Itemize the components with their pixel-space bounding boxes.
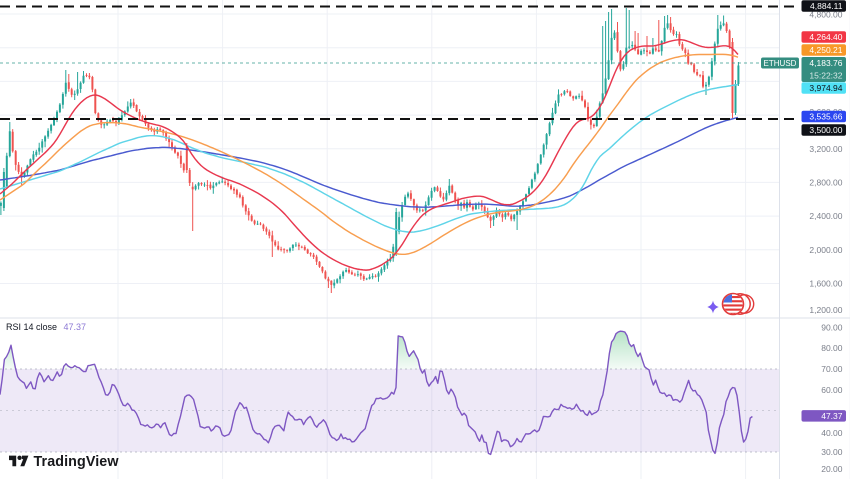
svg-text:2,800.00: 2,800.00	[809, 177, 842, 187]
svg-text:3,200.00: 3,200.00	[809, 144, 842, 154]
svg-text:1,600.00: 1,600.00	[809, 279, 842, 289]
svg-text:4,183.76: 4,183.76	[809, 58, 842, 68]
svg-text:4,884.11: 4,884.11	[810, 1, 843, 11]
svg-text:ETHUSD: ETHUSD	[764, 59, 797, 68]
svg-text:47.37: 47.37	[64, 322, 87, 332]
svg-text:60.00: 60.00	[821, 385, 843, 395]
svg-text:90.00: 90.00	[821, 323, 843, 333]
svg-text:40.00: 40.00	[821, 428, 843, 438]
svg-text:20.00: 20.00	[821, 464, 843, 474]
svg-text:RSI 14 close: RSI 14 close	[6, 322, 57, 332]
svg-text:4,264.40: 4,264.40	[809, 32, 842, 42]
svg-text:3,974.94: 3,974.94	[809, 83, 842, 93]
svg-text:TradingView: TradingView	[34, 454, 120, 470]
svg-text:80.00: 80.00	[821, 343, 843, 353]
svg-text:4,250.21: 4,250.21	[809, 45, 842, 55]
svg-text:15:22:32: 15:22:32	[809, 71, 842, 81]
svg-text:2,000.00: 2,000.00	[809, 245, 842, 255]
svg-text:2,400.00: 2,400.00	[809, 211, 842, 221]
svg-text:1,200.00: 1,200.00	[809, 305, 842, 315]
svg-text:47.37: 47.37	[821, 411, 843, 421]
svg-text:3,535.66: 3,535.66	[809, 112, 842, 122]
svg-text:70.00: 70.00	[821, 364, 843, 374]
svg-text:4,800.00: 4,800.00	[809, 10, 842, 20]
svg-text:30.00: 30.00	[821, 447, 843, 457]
svg-text:3,500.00: 3,500.00	[809, 125, 842, 135]
